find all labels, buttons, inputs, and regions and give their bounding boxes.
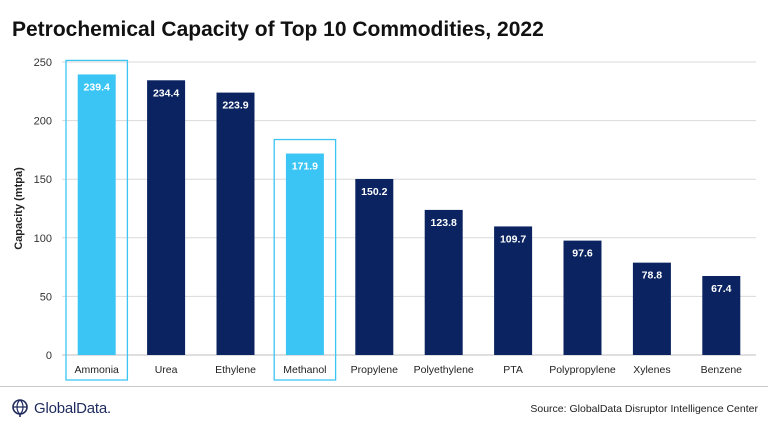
x-tick-label: Urea — [155, 364, 178, 376]
y-tick-label: 0 — [46, 350, 52, 362]
x-tick-label: PTA — [503, 364, 523, 376]
data-label: 234.4 — [153, 87, 179, 99]
y-tick-label: 150 — [34, 174, 52, 186]
brand-logo: GlobalData. — [10, 398, 111, 418]
x-tick-label: Xylenes — [633, 364, 670, 376]
bar — [563, 240, 602, 355]
bar — [147, 80, 186, 355]
data-label: 150.2 — [361, 186, 387, 198]
data-label: 67.4 — [711, 283, 732, 295]
bar-chart: 0 50 100 150 200 250 Capacity (mtpa) 239.4 Ammon… — [13, 57, 756, 381]
data-label: 109.7 — [500, 233, 526, 245]
bar — [702, 276, 741, 355]
highlight-frame — [65, 59, 129, 381]
bar — [355, 178, 394, 355]
data-label: 78.8 — [642, 270, 663, 282]
footer-divider — [0, 386, 768, 387]
brand-name: GlobalData. — [34, 399, 112, 417]
data-label: 97.6 — [572, 248, 593, 260]
bar — [285, 153, 324, 355]
x-tick-label: Polyethylene — [414, 364, 474, 376]
x-tick-label: Polypropylene — [549, 364, 616, 376]
bar — [216, 92, 255, 355]
y-axis-label: Capacity (mtpa) — [13, 167, 25, 250]
x-tick-label: Propylene — [351, 364, 398, 376]
data-label: 223.9 — [222, 100, 248, 112]
x-tick-label: Ethylene — [215, 364, 256, 376]
chart-title: Petrochemical Capacity of Top 10 Commodi… — [12, 18, 544, 41]
bar — [424, 209, 463, 355]
x-tick-label: Ammonia — [75, 364, 120, 376]
data-label: 123.8 — [431, 217, 457, 229]
y-tick-label: 50 — [40, 291, 52, 303]
globe-pin-icon — [12, 399, 28, 417]
x-tick-label: Benzene — [701, 364, 743, 376]
bar — [632, 262, 671, 355]
bar — [494, 226, 533, 355]
y-tick-label: 100 — [34, 233, 52, 245]
highlight-frame — [273, 138, 337, 381]
y-tick-label: 200 — [34, 116, 52, 128]
x-tick-label: Methanol — [283, 364, 326, 376]
data-label: 171.9 — [292, 161, 318, 173]
data-label: 239.4 — [84, 81, 110, 93]
bar — [77, 74, 116, 355]
y-tick-label: 250 — [34, 57, 52, 69]
source-note: Source: GlobalData Disruptor Intelligenc… — [530, 403, 758, 415]
